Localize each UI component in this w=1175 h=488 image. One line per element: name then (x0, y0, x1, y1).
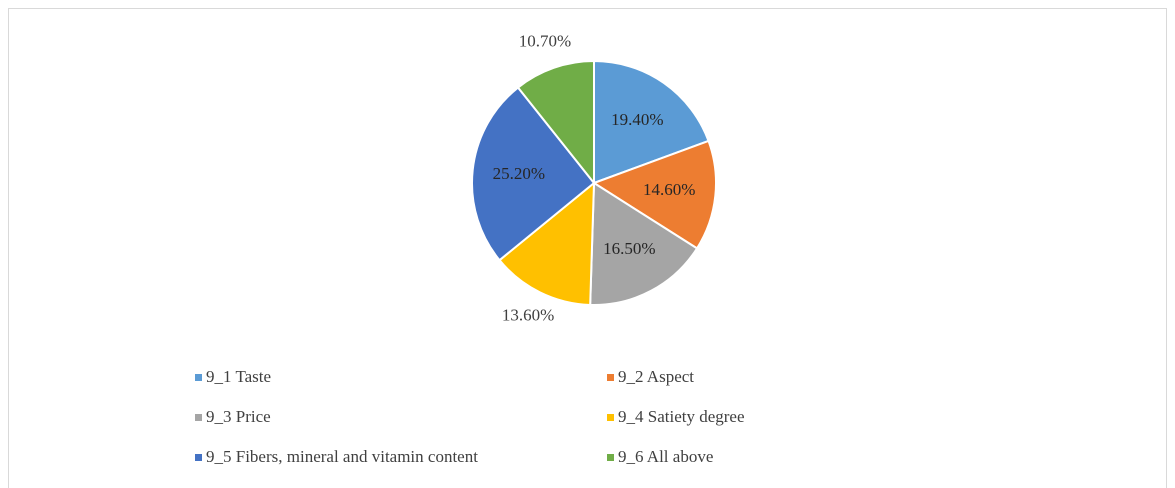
legend-swatch (195, 414, 202, 421)
legend-label: 9_1 Taste (206, 367, 271, 386)
legend-swatch (195, 374, 202, 381)
pie-slice (593, 59, 710, 185)
data-label: 13.60% (502, 305, 554, 324)
pie-slice (498, 180, 596, 306)
legend-swatch (607, 454, 614, 461)
data-label: 19.40% (611, 110, 663, 129)
data-label: 10.70% (519, 31, 571, 50)
legend-label: 9_4 Satiety degree (618, 407, 745, 426)
legend-label: 9_5 Fibers, mineral and vitamin content (206, 447, 478, 466)
chart-frame (8, 8, 1167, 488)
legend-label: 9_3 Price (206, 407, 271, 426)
pie-slice (589, 181, 699, 306)
legend-swatch (195, 454, 202, 461)
legend-swatch (607, 414, 614, 421)
data-label: 14.60% (643, 180, 695, 199)
data-label: 16.50% (603, 239, 655, 258)
legend-label: 9_2 Aspect (618, 367, 694, 386)
legend-swatch (607, 374, 614, 381)
pie-slice (591, 139, 717, 250)
pie-slice (471, 86, 596, 262)
legend-label: 9_6 All above (618, 447, 713, 466)
pie-slice (516, 59, 595, 186)
data-label: 25.20% (493, 164, 545, 183)
